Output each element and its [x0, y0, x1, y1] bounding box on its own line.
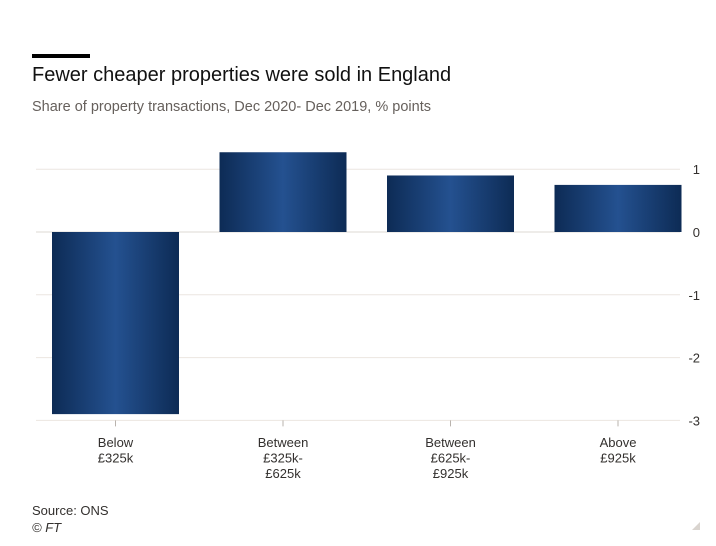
chart-title: Fewer cheaper properties were sold in En… [32, 64, 452, 86]
x-tick-label: Above £925k [600, 435, 637, 466]
bar [52, 232, 179, 415]
bar [554, 184, 682, 232]
bar [219, 152, 347, 232]
bar [387, 175, 514, 232]
x-tick-label: Between £325k-£625k [258, 435, 309, 481]
x-tick-label: Between £625k-£925k [425, 435, 476, 481]
y-tick-label: -1 [688, 288, 700, 303]
x-tick-label: Below £325k [98, 435, 134, 466]
ft-credit: © FT [32, 520, 62, 535]
source-note: Source: ONS [32, 503, 109, 518]
y-tick-label: -3 [688, 413, 700, 428]
title-rule [32, 54, 90, 58]
y-tick-label: 1 [693, 162, 700, 177]
y-tick-label: 0 [693, 225, 700, 240]
resize-corner-icon [692, 522, 700, 530]
bar-chart: 1 0 -1 -2 -3 Below £325k Between £325k-£625k Bet… [36, 152, 700, 481]
y-tick-label: -2 [688, 351, 700, 366]
chart-subtitle: Share of property transactions, Dec 2020… [32, 99, 431, 115]
